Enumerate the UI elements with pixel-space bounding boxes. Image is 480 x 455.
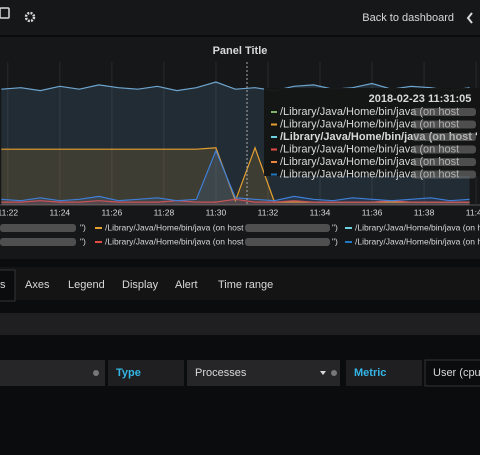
x-tick-label: 11:34 bbox=[310, 207, 331, 217]
settings-icon[interactable] bbox=[24, 11, 36, 23]
legend-label: /Library/Java/Home/bin/java (on host bbox=[355, 236, 480, 246]
redacted bbox=[245, 224, 330, 232]
tab[interactable]: Alert bbox=[175, 279, 198, 291]
legend-suffix: ") bbox=[332, 236, 338, 246]
type-label-box bbox=[108, 360, 184, 386]
x-tick-label: 11:32 bbox=[258, 207, 279, 217]
plot: 11:22 11:24 11:26 11:28 11:30 11:32 11:34 11:36… bbox=[0, 62, 480, 246]
series-line bbox=[1, 149, 470, 202]
redacted bbox=[245, 238, 330, 246]
x-tick-label: 11:24 bbox=[50, 207, 71, 217]
legend-suffix: ") bbox=[80, 222, 86, 232]
series-area bbox=[1, 199, 470, 205]
query-input[interactable] bbox=[0, 360, 105, 386]
top-bar bbox=[0, 0, 480, 35]
save-icon[interactable] bbox=[0, 7, 10, 19]
query-header bbox=[0, 313, 480, 335]
tooltip-time: 2018-02-23 11:31:05 bbox=[369, 93, 472, 105]
redacted bbox=[412, 120, 476, 129]
redacted bbox=[412, 170, 476, 179]
tab[interactable]: Axes bbox=[25, 279, 50, 291]
tab-bar bbox=[0, 267, 480, 300]
x-tick-label: 11:40 bbox=[466, 207, 480, 217]
back-button[interactable]: Back to dashboard bbox=[362, 12, 454, 24]
redacted bbox=[412, 108, 476, 116]
series-line bbox=[1, 146, 470, 203]
tab[interactable]: Time range bbox=[218, 279, 273, 291]
x-tick-label: 11:22 bbox=[0, 207, 18, 217]
redacted bbox=[0, 224, 76, 232]
redacted bbox=[412, 158, 476, 166]
tabs: s Axes Legend Display Alert Time range bbox=[0, 269, 273, 302]
redacted bbox=[0, 238, 76, 246]
panel-title: Panel Title bbox=[213, 45, 268, 57]
collapse-icon[interactable] bbox=[466, 12, 473, 24]
type-label: Type bbox=[116, 367, 141, 379]
metric-label-box bbox=[346, 360, 422, 386]
metric-input[interactable] bbox=[424, 359, 480, 387]
legend-suffix: ") bbox=[80, 236, 86, 246]
type-value: Processes bbox=[195, 367, 247, 379]
redacted bbox=[412, 145, 476, 154]
series-area bbox=[1, 147, 470, 205]
legend-label: /Library/Java/Home/bin/java (on host bbox=[105, 236, 244, 246]
info-icon[interactable] bbox=[93, 370, 99, 376]
metric-value: User (cpu.u bbox=[433, 367, 480, 379]
info-icon[interactable] bbox=[331, 370, 337, 376]
x-tick-label: 11:30 bbox=[206, 207, 227, 217]
active-tab bbox=[0, 269, 16, 302]
type-select[interactable] bbox=[187, 360, 340, 386]
tab[interactable]: Display bbox=[122, 279, 159, 291]
tab[interactable]: s bbox=[0, 279, 6, 291]
legend-suffix: ") bbox=[332, 222, 338, 232]
x-tick-label: 11:28 bbox=[154, 207, 175, 217]
legend-label: /Library/Java/Home/bin/java (on host bbox=[105, 222, 244, 232]
x-tick-label: 11:38 bbox=[414, 207, 435, 217]
legend-label: /Library/Java/Home/bin/java (on host bbox=[355, 222, 480, 232]
metric-label: Metric bbox=[354, 367, 386, 379]
caret bbox=[320, 371, 326, 375]
redacted bbox=[412, 133, 476, 141]
x-tick-label: 11:36 bbox=[362, 207, 383, 217]
x-tick-label: 11:26 bbox=[102, 207, 123, 217]
tab[interactable]: Legend bbox=[68, 279, 105, 291]
